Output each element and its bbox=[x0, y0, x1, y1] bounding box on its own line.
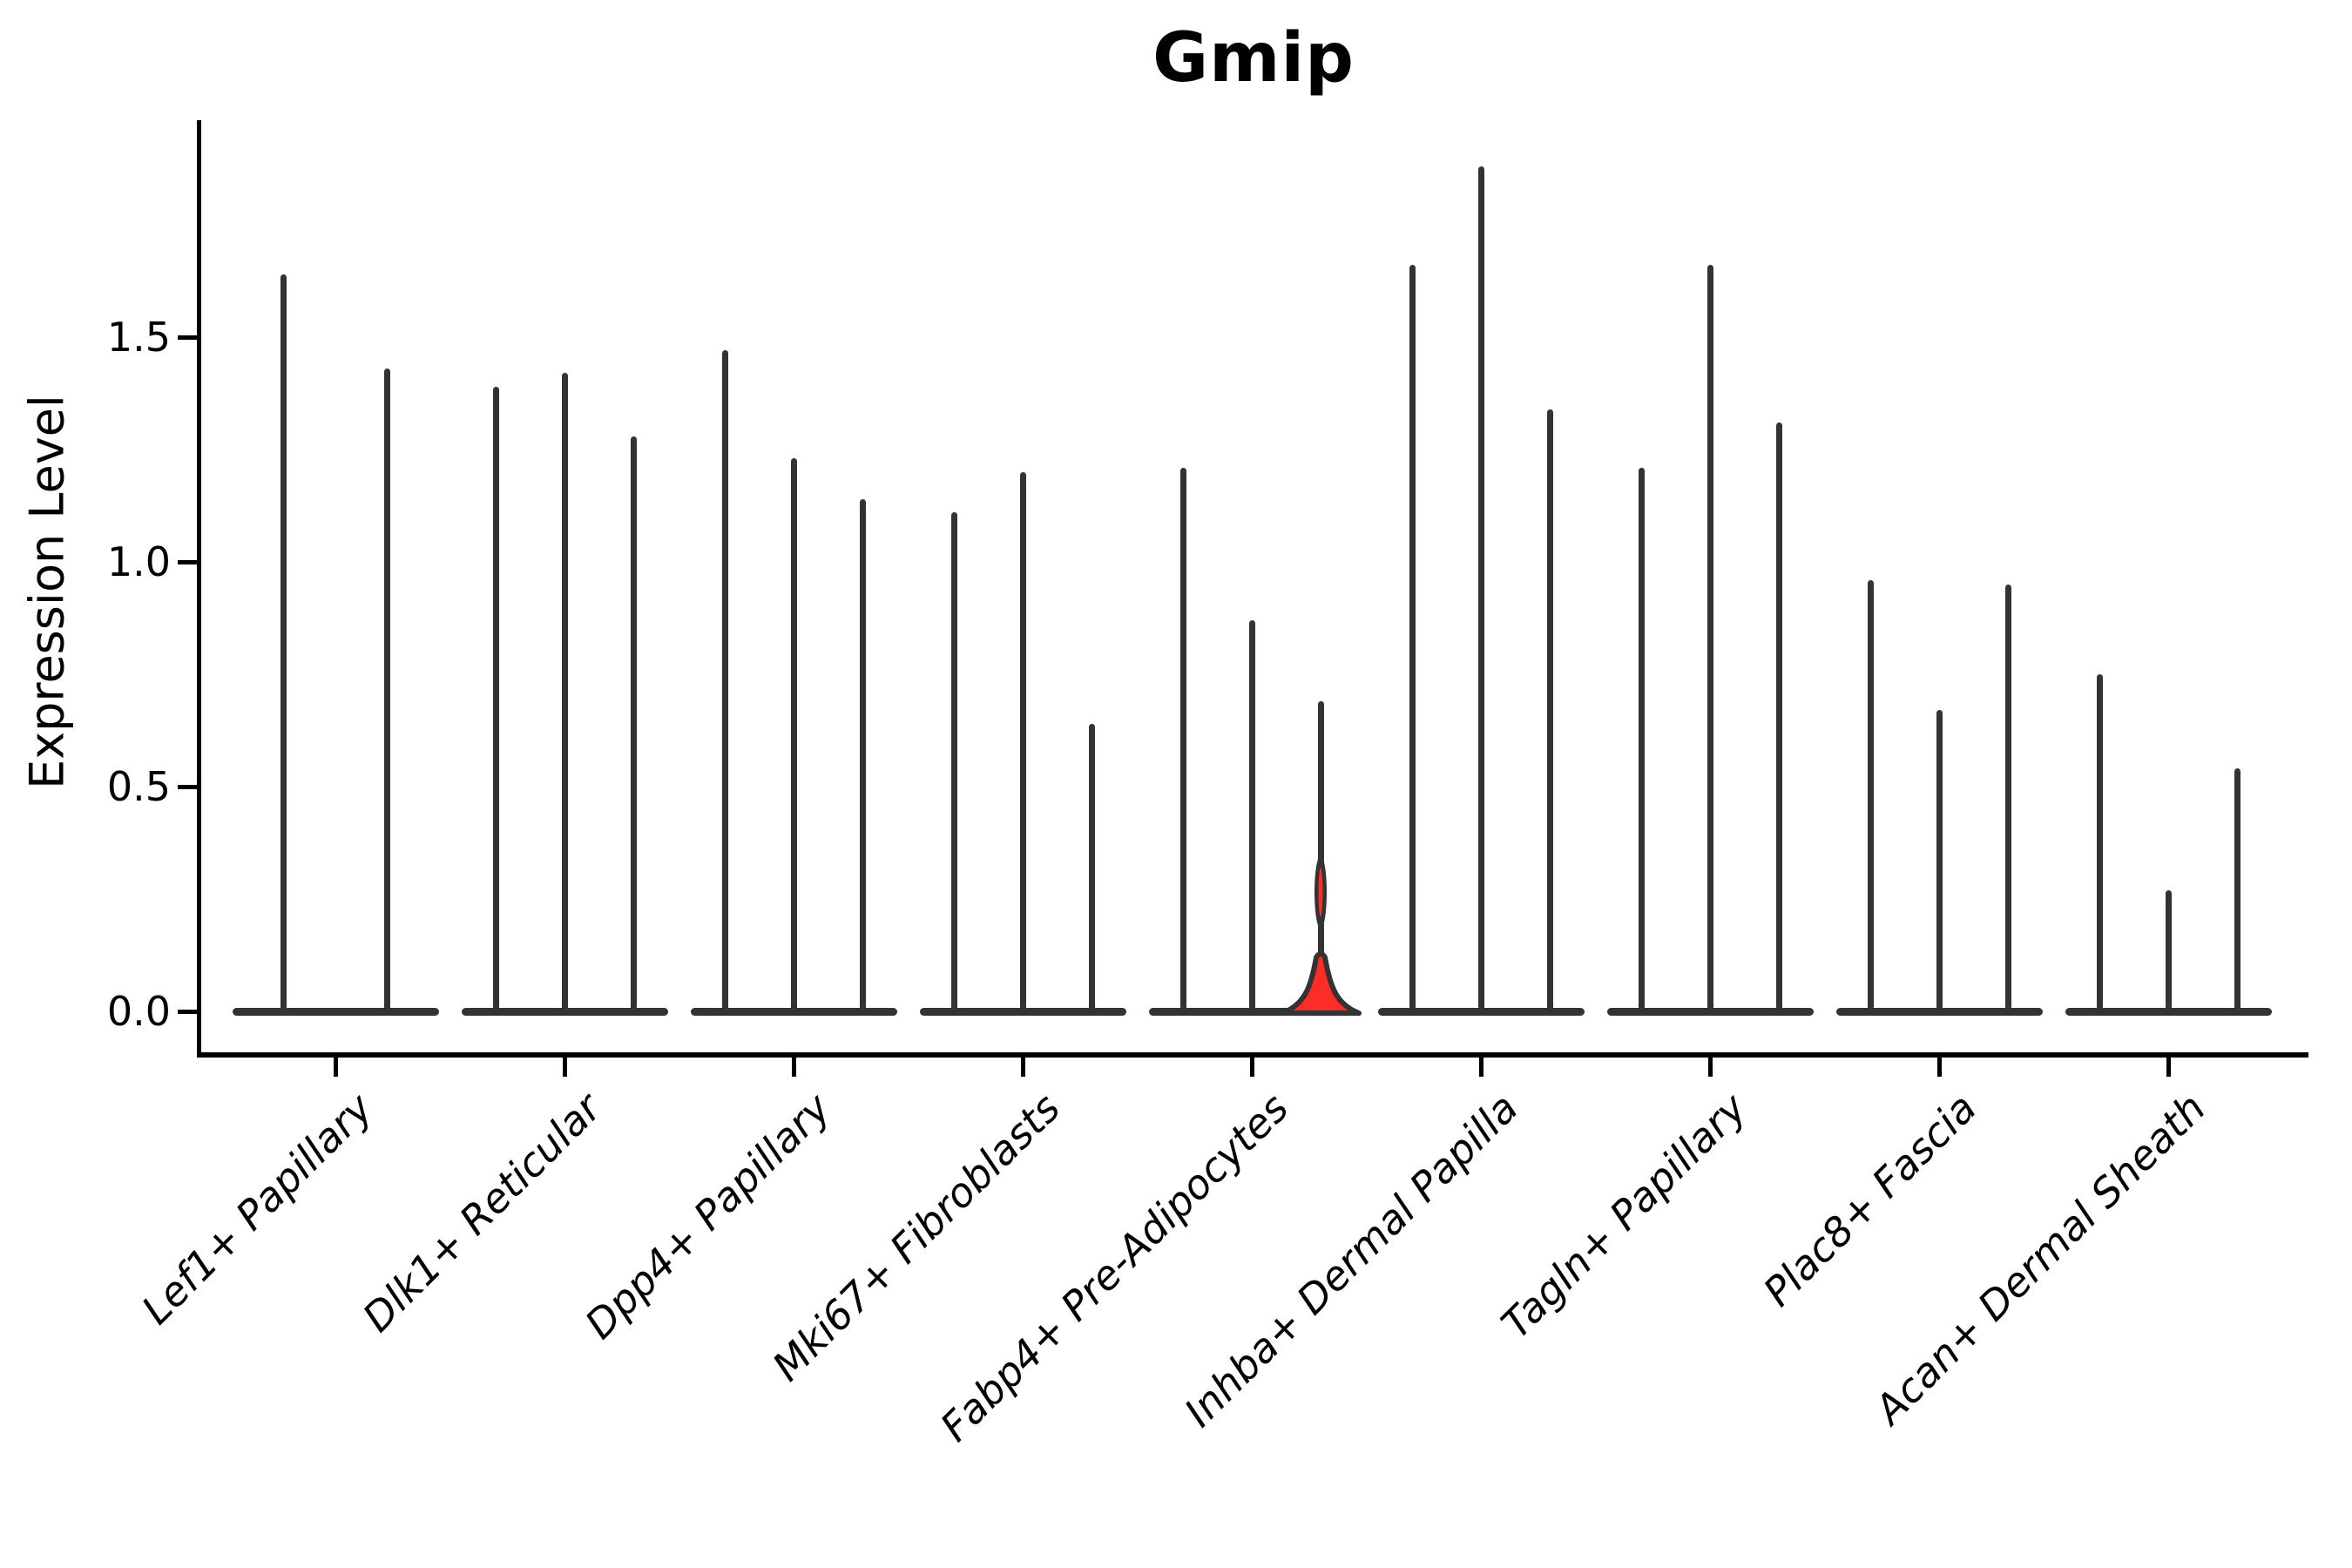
violin-spike bbox=[1477, 166, 1484, 1014]
y-tick-mark bbox=[178, 1009, 197, 1014]
x-tick-mark bbox=[1707, 1058, 1713, 1077]
violin-spike bbox=[950, 512, 957, 1014]
x-tick-mark bbox=[1478, 1058, 1484, 1077]
y-tick-label: 0.0 bbox=[106, 988, 171, 1035]
violin-spike bbox=[1707, 265, 1713, 1014]
violin-spike bbox=[630, 436, 637, 1014]
violin-spike bbox=[1638, 467, 1645, 1014]
highlighted-violin-body bbox=[1280, 951, 1362, 1016]
violin-spike bbox=[1936, 710, 1943, 1014]
violin-spike bbox=[790, 458, 797, 1014]
y-tick-mark bbox=[178, 335, 197, 340]
x-tick-mark bbox=[333, 1058, 338, 1077]
violin-spike bbox=[721, 350, 728, 1014]
violin-body-baseline bbox=[232, 1007, 439, 1016]
violin-spike bbox=[1179, 467, 1186, 1014]
violin-spike bbox=[492, 386, 499, 1014]
x-tick-mark bbox=[1936, 1058, 1942, 1077]
violin-spike bbox=[2165, 889, 2172, 1014]
violin-spike bbox=[1088, 723, 1095, 1014]
violin-spike bbox=[1867, 579, 1874, 1014]
violin-spike bbox=[2096, 674, 2103, 1014]
violin-spike bbox=[1409, 265, 1416, 1014]
x-tick-mark bbox=[1249, 1058, 1254, 1077]
x-tick-mark bbox=[1020, 1058, 1025, 1077]
violin-spike bbox=[383, 368, 390, 1014]
x-axis-spine bbox=[197, 1052, 2308, 1058]
violin-spike bbox=[1248, 620, 1255, 1014]
y-tick-label: 0.5 bbox=[106, 763, 171, 810]
y-tick-label: 1.5 bbox=[106, 314, 171, 361]
chart-title: Gmip bbox=[1152, 19, 1355, 98]
violin-spike bbox=[280, 274, 287, 1014]
y-tick-mark bbox=[178, 559, 197, 564]
y-axis-spine bbox=[197, 120, 201, 1055]
violin-spike bbox=[2234, 768, 2240, 1014]
x-tick-mark bbox=[562, 1058, 567, 1077]
violin-spike bbox=[1019, 471, 1026, 1014]
y-tick-mark bbox=[178, 784, 197, 789]
x-tick-mark bbox=[791, 1058, 796, 1077]
violin-spike bbox=[561, 373, 568, 1014]
violin-spike bbox=[1775, 422, 1782, 1014]
violin-spike bbox=[2004, 584, 2011, 1014]
y-tick-label: 1.0 bbox=[106, 538, 171, 585]
violin-spike bbox=[859, 498, 866, 1014]
violin-spike bbox=[1546, 409, 1553, 1014]
highlighted-violin-bulge-core bbox=[1318, 868, 1323, 917]
x-tick-mark bbox=[2166, 1058, 2171, 1077]
